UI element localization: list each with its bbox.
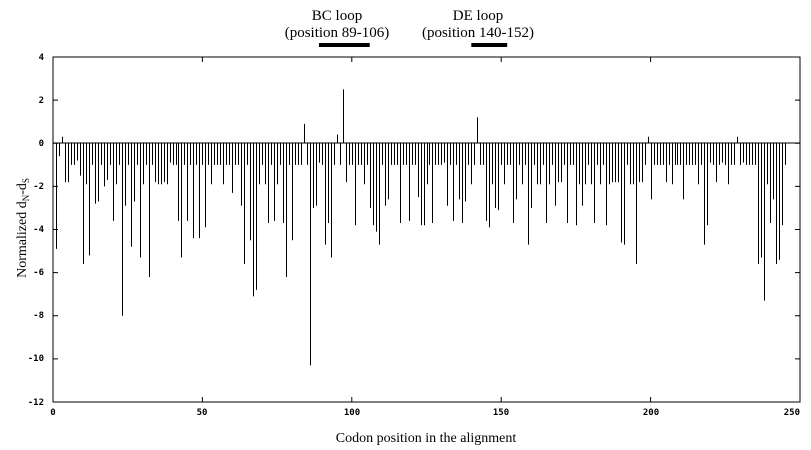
y-tick-label: 4 — [39, 53, 45, 63]
x-tick-label: 100 — [344, 408, 360, 418]
axis-ticks — [52, 56, 801, 403]
y-tick-label: -6 — [33, 268, 44, 278]
y-axis-label: Normalized dN-dS — [15, 178, 31, 278]
y-tick-label: -4 — [33, 225, 44, 235]
plot-frame — [52, 56, 801, 403]
bar-series — [56, 89, 786, 366]
x-axis-label: Codon position in the alignment — [336, 431, 517, 446]
y-axis-label-sub-s: S — [21, 178, 31, 183]
x-tick-label: 250 — [784, 408, 800, 418]
y-tick-label: 0 — [39, 139, 44, 149]
y-tick-label: -8 — [33, 311, 44, 321]
y-axis-label-main: Normalized d — [15, 201, 30, 278]
x-tick-label: 50 — [197, 408, 208, 418]
y-axis-label-dash: -d — [15, 183, 30, 195]
x-tick-label: 0 — [50, 408, 55, 418]
de-loop-title: DE loop — [453, 8, 503, 24]
bc-loop-title: BC loop — [312, 8, 362, 24]
x-tick-label: 150 — [493, 408, 509, 418]
y-tick-label: -2 — [33, 182, 44, 192]
y-tick-label: -12 — [28, 398, 44, 408]
y-tick-label: -10 — [28, 354, 44, 364]
x-tick-label: 200 — [643, 408, 659, 418]
y-axis-label-sub-n: N — [21, 194, 31, 201]
bc-loop-range: (position 89-106) — [285, 25, 390, 41]
y-tick-label: 2 — [39, 96, 44, 106]
de-loop-range: (position 140-152) — [422, 25, 534, 41]
